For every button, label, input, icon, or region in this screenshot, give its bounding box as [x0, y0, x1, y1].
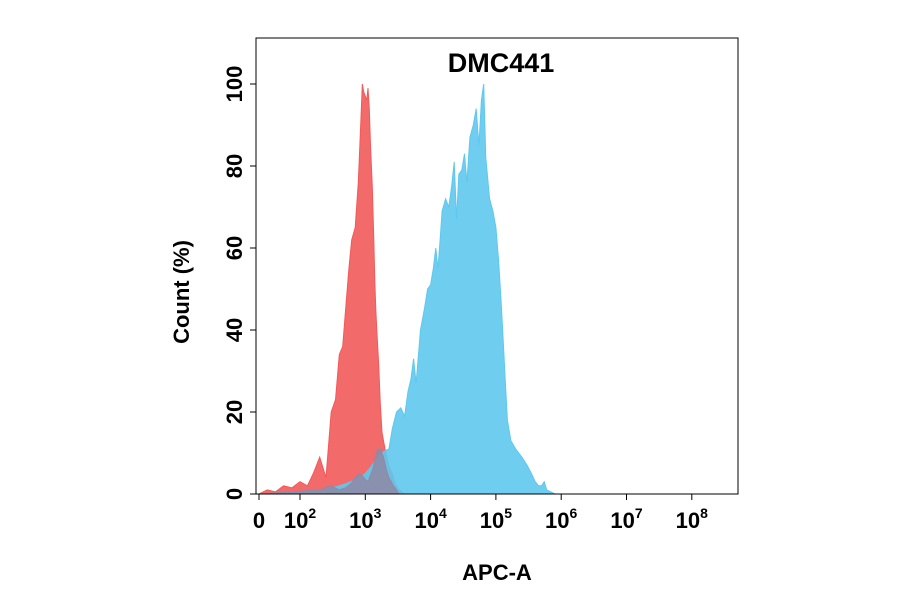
- x-tick-label: 106: [545, 505, 577, 533]
- y-tick-label: 60: [222, 236, 247, 260]
- x-tick-label: 108: [676, 505, 708, 533]
- y-tick-label: 100: [222, 66, 247, 103]
- overlap-histogram: [258, 448, 401, 495]
- x-tick-label: 105: [480, 505, 512, 533]
- x-tick-label: 103: [349, 505, 381, 533]
- x-tick-label: 104: [414, 505, 446, 533]
- series-layer: [258, 83, 562, 495]
- x-axis-label: APC-A: [462, 560, 532, 585]
- x-tick-label: 0: [253, 508, 265, 533]
- x-tick-label: 107: [610, 505, 642, 533]
- chart-title: DMC441: [448, 48, 555, 78]
- isotype-histogram: [258, 83, 407, 495]
- y-axis-label: Count (%): [169, 240, 194, 344]
- y-tick-label: 0: [222, 488, 247, 500]
- axis-layer: 0 20 40 60 80 100 0 102 103 104 105 106 107 108: [222, 66, 708, 533]
- y-tick-label: 80: [222, 154, 247, 178]
- y-tick-label: 20: [222, 400, 247, 424]
- plot-frame: [255, 37, 739, 495]
- sample-histogram: [258, 83, 562, 495]
- y-tick-label: 40: [222, 318, 247, 342]
- x-tick-label: 102: [284, 505, 316, 533]
